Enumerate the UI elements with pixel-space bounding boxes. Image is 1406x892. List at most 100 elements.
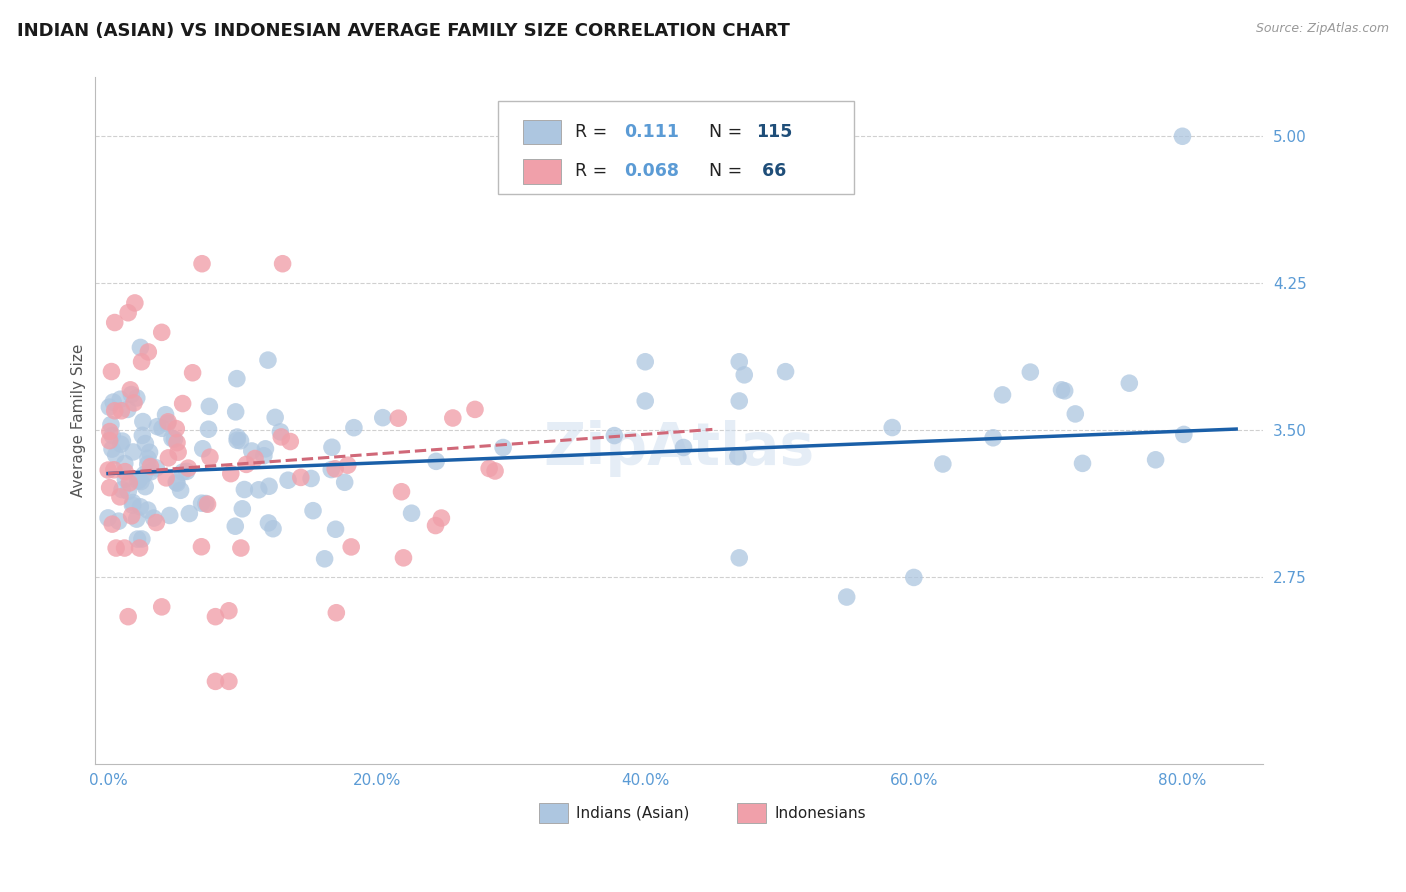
Point — [194, 496, 217, 510]
Point — [190, 496, 212, 510]
Point — [136, 503, 159, 517]
Text: N =: N = — [709, 123, 742, 141]
Point — [110, 437, 132, 451]
Point — [225, 405, 247, 419]
Point — [190, 540, 212, 554]
Point — [172, 465, 194, 479]
Point — [225, 371, 247, 385]
Point — [120, 387, 142, 401]
Point — [247, 483, 270, 497]
Point — [157, 450, 180, 465]
Point — [114, 472, 136, 486]
Point — [728, 394, 751, 409]
Point — [111, 483, 134, 497]
Point — [155, 471, 177, 485]
Point — [1144, 452, 1167, 467]
Point — [290, 470, 312, 484]
Point — [117, 609, 139, 624]
Point — [100, 365, 122, 379]
Point — [198, 400, 221, 414]
Point — [172, 396, 194, 410]
Point — [233, 483, 256, 497]
Point — [325, 606, 347, 620]
Point — [103, 463, 125, 477]
Point — [159, 508, 181, 523]
Point — [204, 674, 226, 689]
Point — [321, 440, 343, 454]
Point — [132, 415, 155, 429]
Point — [129, 475, 152, 489]
Point — [218, 674, 240, 689]
Point — [231, 501, 253, 516]
Point — [150, 421, 173, 435]
Point — [127, 474, 149, 488]
Point — [253, 449, 276, 463]
Point — [229, 541, 252, 555]
FancyBboxPatch shape — [523, 159, 561, 184]
Point — [114, 541, 136, 555]
Point — [136, 457, 159, 471]
Text: 0.111: 0.111 — [624, 123, 679, 141]
Point — [340, 540, 363, 554]
Point — [117, 402, 139, 417]
Point — [270, 430, 292, 444]
Point — [198, 450, 221, 465]
Point — [1053, 384, 1076, 398]
Point — [1173, 427, 1195, 442]
Point — [131, 428, 153, 442]
Point — [104, 316, 127, 330]
Point — [107, 514, 129, 528]
Point — [145, 516, 167, 530]
Point — [105, 541, 128, 555]
Point — [835, 590, 858, 604]
Point — [603, 428, 626, 442]
Point — [425, 518, 447, 533]
Point — [98, 481, 121, 495]
Point — [302, 504, 325, 518]
Point — [124, 296, 146, 310]
Point — [401, 506, 423, 520]
Point — [136, 451, 159, 466]
Point — [117, 306, 139, 320]
Point — [1071, 456, 1094, 470]
Point — [262, 522, 284, 536]
Point — [1118, 376, 1140, 391]
Point — [229, 434, 252, 448]
Point — [97, 511, 120, 525]
Point — [98, 434, 121, 448]
Point — [430, 511, 453, 525]
Point — [484, 464, 506, 478]
Point — [129, 500, 152, 514]
Text: R =: R = — [575, 162, 607, 180]
Point — [101, 428, 124, 442]
Point — [492, 441, 515, 455]
Point — [128, 541, 150, 555]
Point — [932, 457, 955, 471]
Point — [321, 462, 343, 476]
Text: ZipAtlas: ZipAtlas — [543, 419, 814, 476]
Point — [146, 419, 169, 434]
Text: 115: 115 — [756, 123, 793, 141]
Point — [299, 471, 322, 485]
Point — [163, 432, 186, 446]
Point — [134, 480, 156, 494]
Point — [108, 490, 131, 504]
Point — [117, 484, 139, 499]
Point — [464, 402, 486, 417]
Point — [981, 431, 1004, 445]
Point — [204, 609, 226, 624]
Point — [138, 445, 160, 459]
Point — [131, 355, 153, 369]
Point — [166, 476, 188, 491]
Point — [177, 461, 200, 475]
Point — [243, 451, 266, 466]
Point — [728, 550, 751, 565]
Point — [218, 604, 240, 618]
Point — [226, 430, 249, 444]
Point — [166, 435, 188, 450]
Point — [169, 483, 191, 498]
Point — [191, 442, 214, 456]
FancyBboxPatch shape — [538, 803, 568, 823]
Point — [478, 461, 501, 475]
Point — [101, 517, 124, 532]
